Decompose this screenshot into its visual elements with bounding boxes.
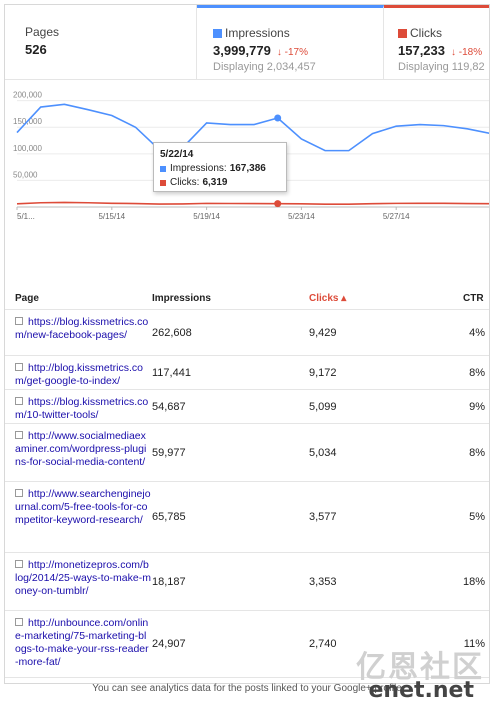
page-link[interactable]: http://www.socialmediaexaminer.com/wordp… [15,430,151,469]
impressions-value: 3,999,779 [213,43,271,58]
y-tick-label: 50,000 [13,170,38,179]
pages-card[interactable]: Pages 526 [5,5,197,79]
impressions-card[interactable]: Impressions 3,999,779 ↓ -17% Displaying 2… [197,5,384,79]
table-row: http://www.searchenginejournal.com/5-fre… [5,482,489,553]
ctr-cell: 18% [462,576,485,588]
page-url[interactable]: http://blog.kissmetrics.com/get-google-t… [15,362,143,387]
pages-table: Page Impressions Clicks ▴ CTR https://bl… [5,285,489,678]
ctr-cell: 8% [469,367,485,379]
watermark-cn-text: 亿恩社区 [356,650,484,685]
clicks-cell: 5,034 [309,447,337,459]
column-header-ctr[interactable]: CTR [463,293,484,304]
chart-tooltip: 5/22/14 Impressions: 167,386 Clicks: 6,319 [153,142,287,192]
table-row: http://unbounce.com/online-marketing/75-… [5,611,489,678]
ctr-cell: 5% [469,511,485,523]
impressions-cell: 18,187 [152,576,186,588]
clicks-cell: 3,577 [309,511,337,523]
page-url[interactable]: https://blog.kissmetrics.com/new-faceboo… [15,316,149,341]
impressions-cell: 65,785 [152,511,186,523]
watermark-logo: 亿恩社区 enet.net [348,640,488,706]
external-link-icon[interactable] [15,560,23,568]
table-row: http://www.socialmediaexaminer.com/wordp… [5,424,489,482]
impressions-checkbox-icon[interactable] [213,28,222,38]
clicks-value: 157,233 [398,43,445,58]
x-tick-label: 5/27/14 [383,212,410,221]
external-link-icon[interactable] [15,363,23,371]
clicks-swatch-icon [160,180,166,186]
clicks-cell: 9,172 [309,367,337,379]
column-header-impressions[interactable]: Impressions [152,293,211,304]
x-tick-label: 5/1... [17,212,35,221]
impressions-cell: 24,907 [152,638,186,650]
tooltip-clicks-value: 6,319 [202,177,228,188]
y-tick-label: 100,000 [13,144,42,153]
external-link-icon[interactable] [15,431,23,439]
data-point [274,114,282,122]
down-arrow-icon: ↓ [276,47,282,58]
pages-label: Pages [25,25,60,39]
page-url[interactable]: http://www.searchenginejournal.com/5-fre… [15,488,151,526]
column-header-clicks[interactable]: Clicks ▴ [309,293,347,304]
clicks-cell: 5,099 [309,401,337,413]
summary-bar: Pages 526 Impressions 3,999,779 ↓ -17% Di… [5,5,489,80]
ctr-cell: 8% [469,447,485,459]
clicks-checkbox-icon[interactable] [398,28,407,38]
page-link[interactable]: https://blog.kissmetrics.com/10-twitter-… [15,396,151,422]
ctr-cell: 11% [463,638,485,650]
page-url[interactable]: http://monetizepros.com/blog/2014/25-way… [15,559,151,597]
page-link[interactable]: https://blog.kissmetrics.com/new-faceboo… [15,316,151,342]
column-header-page[interactable]: Page [15,293,39,304]
table-body: https://blog.kissmetrics.com/new-faceboo… [5,310,489,678]
page-url[interactable]: https://blog.kissmetrics.com/10-twitter-… [15,396,149,421]
ctr-cell: 9% [469,401,485,413]
y-tick-label: 200,000 [13,91,42,100]
page-link[interactable]: http://monetizepros.com/blog/2014/25-way… [15,559,151,598]
down-arrow-icon: ↓ [451,47,456,58]
impressions-cell: 54,687 [152,401,186,413]
ctr-cell: 4% [469,327,485,339]
external-link-icon[interactable] [15,489,23,497]
impressions-cell: 59,977 [152,447,186,459]
series-line-clicks [16,201,489,206]
search-analytics-panel: Pages 526 Impressions 3,999,779 ↓ -17% Di… [4,4,490,684]
footer-note: You can see analytics data for the posts… [92,683,402,694]
page-link[interactable]: http://blog.kissmetrics.com/get-google-t… [15,362,151,388]
clicks-label: Clicks [410,26,442,40]
clicks-cell: 3,353 [309,576,337,588]
tooltip-impressions-value: 167,386 [229,163,266,174]
table-row: http://blog.kissmetrics.com/get-google-t… [5,356,489,390]
x-tick-label: 5/19/14 [193,212,220,221]
impressions-delta: -17% [284,47,308,58]
table-row: https://blog.kissmetrics.com/new-faceboo… [5,310,489,356]
watermark-en-text: enet.net [368,678,474,703]
external-link-icon[interactable] [15,618,23,626]
table-row: http://monetizepros.com/blog/2014/25-way… [5,553,489,611]
page-url[interactable]: http://unbounce.com/online-marketing/75-… [15,617,149,668]
external-link-icon[interactable] [15,317,23,325]
clicks-cell: 2,740 [309,638,337,650]
page-link[interactable]: http://unbounce.com/online-marketing/75-… [15,617,151,669]
impressions-cell: 262,608 [152,327,192,339]
clicks-delta: -18% [458,47,483,58]
tooltip-date: 5/22/14 [160,149,194,160]
page-link[interactable]: http://www.searchenginejournal.com/5-fre… [15,488,151,527]
tooltip-clicks-label: Clicks: [170,177,200,188]
table-row: https://blog.kissmetrics.com/10-twitter-… [5,390,489,424]
impressions-displaying: Displaying 2,034,457 [213,61,316,73]
clicks-cell: 9,429 [309,327,337,339]
tooltip-impressions-label: Impressions: [170,163,227,174]
data-point [274,200,282,208]
impressions-label: Impressions [225,26,290,40]
clicks-card[interactable]: Clicks 157,233 ↓ -18% Displaying 119,82 [384,5,489,79]
impressions-cell: 117,441 [152,367,191,379]
x-tick-label: 5/15/14 [98,212,125,221]
clicks-displaying: Displaying 119,82 [398,61,485,73]
page-url[interactable]: http://www.socialmediaexaminer.com/wordp… [15,430,147,468]
impressions-swatch-icon [160,166,166,172]
x-tick-label: 5/23/14 [288,212,315,221]
external-link-icon[interactable] [15,397,23,405]
table-header: Page Impressions Clicks ▴ CTR [5,285,489,310]
pages-value: 526 [25,42,47,57]
